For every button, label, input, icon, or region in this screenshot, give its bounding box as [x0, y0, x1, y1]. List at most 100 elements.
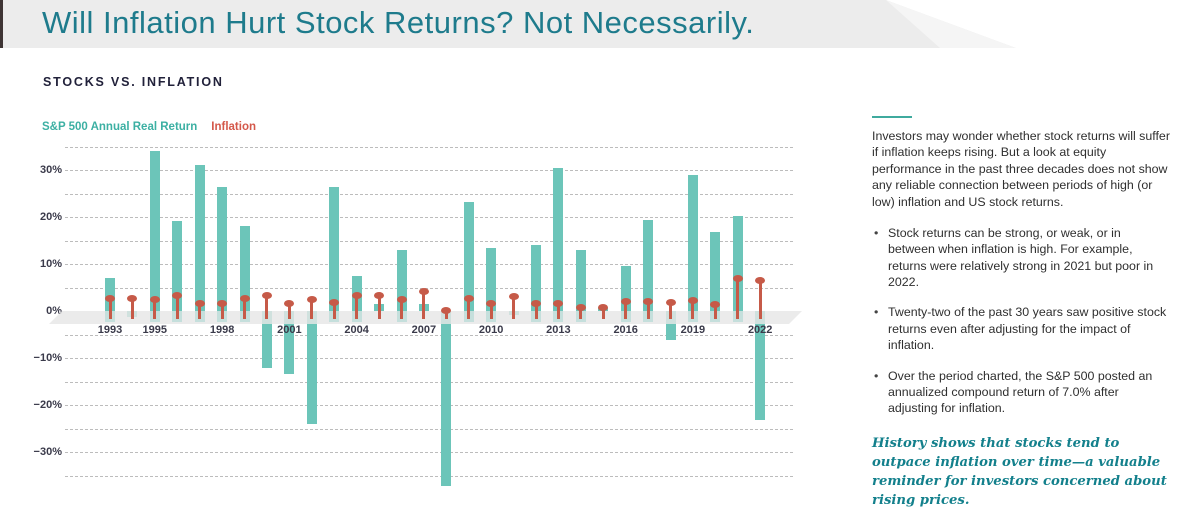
- x-axis-label-2019: 2019: [680, 324, 706, 336]
- x-axis-label-2016: 2016: [613, 324, 638, 336]
- inflation-stem-2009: [467, 298, 471, 319]
- inflation-stem-1998: [220, 303, 224, 319]
- sidebar-divider: [872, 116, 912, 118]
- sidebar-closing-note: History shows that stocks tend to outpac…: [872, 435, 1167, 509]
- gridline--10pct: [65, 358, 793, 359]
- x-axis-label-2010: 2010: [478, 324, 504, 336]
- inflation-marker-2008: [441, 307, 452, 314]
- legend-sp500-label: S&P 500 Annual Real Return: [42, 121, 198, 133]
- sidebar-bullet-1: Stock returns can be strong, or weak, or…: [872, 225, 1170, 291]
- bar-2007: [418, 304, 429, 311]
- x-axis-label-2022: 2022: [747, 324, 773, 336]
- inflation-stem-2007: [422, 291, 426, 319]
- bar-reflection-1995: [149, 311, 160, 322]
- inflation-marker-2012: [531, 299, 541, 307]
- bar-reflection-1996: [172, 311, 183, 322]
- title-banner: [0, 0, 1016, 48]
- bar-2004: [351, 276, 362, 311]
- inflation-marker-1998: [217, 300, 228, 307]
- inflation-marker-1993: [105, 294, 115, 302]
- bar-1993: [105, 277, 115, 311]
- commentary-panel: Investors may wonder whether stock retur…: [872, 116, 1170, 510]
- sidebar-intro: Investors may wonder whether stock retur…: [872, 129, 1170, 209]
- bar-2009: [463, 201, 474, 311]
- bar-reflection-1997: [194, 311, 205, 322]
- inflation-marker-2018: [665, 298, 676, 306]
- y-axis-label: −10%: [33, 352, 62, 364]
- zero-axis-floor: [49, 311, 802, 324]
- inflation-stem-2010: [489, 303, 493, 319]
- inflation-marker-2022: [755, 276, 766, 284]
- inflation-marker-1995: [149, 295, 160, 303]
- x-axis-label-2013: 2013: [546, 324, 571, 336]
- inflation-marker-2007: [418, 288, 429, 296]
- page-title: Will Inflation Hurt Stock Returns? Not N…: [42, 5, 755, 40]
- inflation-stem-2015: [601, 307, 605, 319]
- inflation-stem-1999: [243, 298, 246, 319]
- inflation-stem-2000: [265, 295, 269, 319]
- inflation-stem-2021: [736, 278, 740, 319]
- x-axis-label-2007: 2007: [411, 324, 437, 336]
- banner-left-edge: [0, 0, 3, 48]
- x-axis-label-2004: 2004: [344, 324, 369, 336]
- inflation-stem-2002: [310, 299, 314, 319]
- inflation-marker-1994: [127, 294, 138, 302]
- inflation-marker-2020: [710, 300, 721, 308]
- inflation-marker-1996: [172, 292, 183, 299]
- gridline-35pct: [65, 146, 793, 148]
- bar-reflection-1993: [105, 311, 115, 322]
- inflation-marker-1997: [194, 299, 205, 307]
- inflation-stem-1996: [175, 295, 179, 319]
- bar-2003: [329, 186, 340, 311]
- bar-reflection-2012: [531, 311, 541, 322]
- bar-reflection-2010: [486, 311, 497, 322]
- inflation-stem-2019: [691, 300, 695, 319]
- bar-2014: [575, 250, 586, 311]
- bar-1998: [217, 186, 228, 311]
- y-axis-label: 10%: [39, 258, 62, 270]
- inflation-marker-2002: [306, 296, 317, 304]
- inflation-marker-2006: [396, 295, 407, 303]
- section-heading: STOCKS VS. INFLATION: [43, 75, 224, 89]
- gridline--25pct: [65, 428, 793, 430]
- bar-2013: [553, 168, 564, 311]
- bar-reflection-2004: [351, 311, 362, 322]
- inflation-marker-2019: [687, 296, 698, 304]
- inflation-stem-1997: [198, 303, 202, 319]
- y-axis-label: 0%: [46, 305, 62, 317]
- inflation-marker-2001: [284, 300, 295, 307]
- inflation-stem-2020: [713, 304, 717, 319]
- gridline-15pct: [65, 240, 793, 242]
- inflation-marker-2016: [620, 297, 631, 305]
- bar-2008: [441, 311, 452, 487]
- bar-2020: [710, 232, 721, 311]
- inflation-stem-2008: [444, 310, 448, 319]
- x-axis-label-2001: 2001: [277, 324, 302, 336]
- bar-2006: [396, 249, 407, 311]
- inflation-marker-2000: [261, 291, 272, 299]
- bar-2021: [732, 216, 743, 311]
- sidebar-bullet-3: Over the period charted, the S&P 500 pos…: [872, 368, 1170, 417]
- sidebar-bullet-2: Twenty-two of the past 30 years saw posi…: [872, 304, 1170, 353]
- inflation-marker-2021: [732, 274, 743, 282]
- inflation-stem-2005: [377, 295, 381, 319]
- gridline-5pct: [65, 287, 793, 289]
- bar-1995: [149, 150, 160, 311]
- bar-2015: [598, 307, 609, 311]
- inflation-marker-1999: [239, 294, 250, 302]
- inflation-stem-1995: [153, 299, 157, 320]
- bar-2005: [374, 304, 384, 311]
- gridline-25pct: [65, 193, 793, 195]
- inflation-marker-2015: [598, 304, 609, 312]
- inflation-stem-1993: [108, 298, 112, 319]
- inflation-marker-2009: [463, 294, 474, 302]
- bar-reflection-2003: [329, 311, 340, 322]
- bar-reflection-2019: [687, 311, 698, 322]
- chart-legend: S&P 500 Annual Real Return Inflation: [42, 121, 256, 133]
- gridline-30pct: [65, 170, 793, 171]
- inflation-marker-2010: [486, 300, 497, 308]
- bar-reflection-1999: [239, 311, 250, 322]
- bar-2002: [306, 311, 317, 425]
- inflation-stem-2022: [758, 280, 762, 319]
- inflation-marker-2011: [508, 293, 519, 301]
